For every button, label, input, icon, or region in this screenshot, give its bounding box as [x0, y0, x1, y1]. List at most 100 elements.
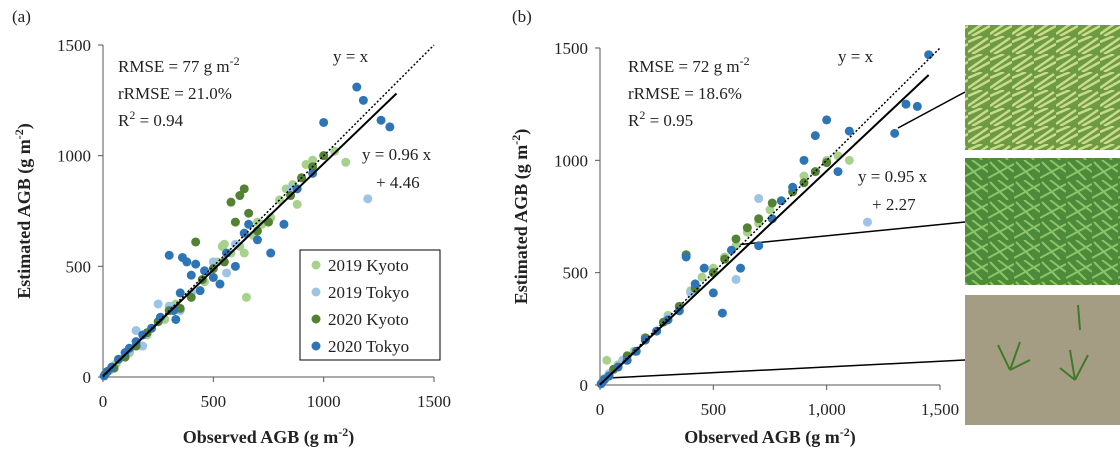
photo-late-stage	[965, 25, 1120, 150]
superscript: -2	[740, 54, 750, 68]
point	[217, 241, 227, 251]
rich-text: Estimated AGB (g m-2)	[509, 129, 532, 305]
text-part: Observed AGB (g m	[183, 427, 339, 448]
text-part: Estimated AGB (g m	[511, 145, 532, 305]
point	[252, 235, 262, 245]
rich-text: rRMSE = 21.0%	[118, 84, 232, 103]
point	[239, 184, 249, 194]
point	[215, 279, 225, 289]
point	[890, 128, 900, 138]
fit-line	[599, 74, 930, 386]
point	[191, 259, 201, 269]
point	[799, 155, 809, 165]
seedlings	[997, 304, 1089, 381]
point	[235, 191, 245, 201]
point	[244, 208, 254, 218]
point	[717, 308, 727, 318]
text-part: Estimated AGB (g m	[14, 139, 35, 299]
point	[330, 146, 340, 156]
photo-mid-stage	[965, 158, 1120, 285]
point	[239, 248, 249, 258]
superscript: -2	[12, 129, 26, 139]
text-part: = 0.95	[645, 111, 693, 130]
text-part: )	[348, 427, 354, 448]
legend-label: 2020 Kyoto	[328, 310, 409, 329]
text-part: rRMSE = 18.6%	[628, 84, 742, 103]
point	[822, 158, 832, 168]
point	[279, 219, 289, 229]
text-part: RMSE = 77 g m	[118, 57, 230, 76]
point	[358, 95, 368, 105]
identity-label: y = x	[838, 47, 874, 66]
legend-label: 2019 Kyoto	[328, 256, 409, 275]
fit-label: + 4.46	[376, 173, 420, 192]
point	[191, 237, 201, 247]
point	[810, 131, 820, 141]
legend-box	[299, 249, 441, 361]
x-tick-label: 1500	[417, 392, 451, 411]
point	[799, 178, 809, 188]
point	[810, 167, 820, 177]
point	[726, 245, 736, 255]
superscript: 2	[129, 108, 135, 122]
point	[799, 171, 809, 181]
rich-text: R2 = 0.95	[628, 108, 693, 130]
point	[230, 261, 240, 271]
point	[731, 234, 741, 244]
point	[177, 252, 187, 262]
point	[239, 228, 249, 238]
point	[901, 99, 911, 109]
point	[219, 257, 229, 267]
point	[164, 250, 174, 260]
superscript: -2	[509, 135, 523, 145]
fit-label: + 2.27	[872, 195, 916, 214]
point	[731, 274, 741, 284]
text-part: RMSE = 72 g m	[628, 57, 740, 76]
panel-label: (b)	[512, 7, 532, 26]
text-part: )	[14, 123, 35, 129]
point	[767, 198, 777, 208]
fit-label: y = 0.96 x	[362, 145, 432, 164]
point	[776, 196, 786, 206]
y-tick-label: 1500	[554, 39, 588, 58]
text-part: R	[628, 111, 640, 130]
text-part: R	[118, 111, 130, 130]
point	[862, 217, 872, 227]
point	[788, 182, 798, 192]
point	[131, 337, 141, 347]
point	[720, 254, 730, 264]
x-tick-label: 500	[201, 392, 227, 411]
x-tick-label: 1,000	[808, 400, 846, 419]
point	[226, 197, 236, 207]
text-part: rRMSE = 21.0%	[118, 84, 232, 103]
point	[131, 326, 141, 336]
point	[352, 82, 362, 92]
point	[241, 292, 251, 302]
rich-text: RMSE = 77 g m-2	[118, 54, 240, 76]
connectors	[607, 91, 966, 379]
point	[195, 286, 205, 296]
rich-text: Observed AGB (g m-2)	[684, 425, 856, 448]
point	[175, 288, 185, 298]
x-tick-label: 1000	[307, 392, 341, 411]
identity-label: y = x	[333, 47, 369, 66]
y-tick-label: 500	[66, 257, 92, 276]
point	[736, 263, 746, 273]
x-tick-label: 0	[596, 400, 605, 419]
point	[222, 268, 232, 278]
y-tick-label: 1000	[57, 147, 91, 166]
superscript: -2	[840, 425, 850, 439]
y-tick-label: 0	[580, 376, 589, 395]
point	[341, 157, 351, 167]
text-part: = 0.94	[135, 111, 183, 130]
point	[844, 126, 854, 136]
point	[363, 194, 373, 204]
point	[200, 266, 210, 276]
point	[292, 199, 302, 209]
fit-label: y = 0.95 x	[858, 167, 928, 186]
legend-label: 2019 Tokyo	[328, 283, 409, 302]
point	[319, 117, 329, 127]
y-tick-label: 500	[563, 264, 589, 283]
point	[924, 50, 934, 60]
superscript: 2	[639, 108, 645, 122]
